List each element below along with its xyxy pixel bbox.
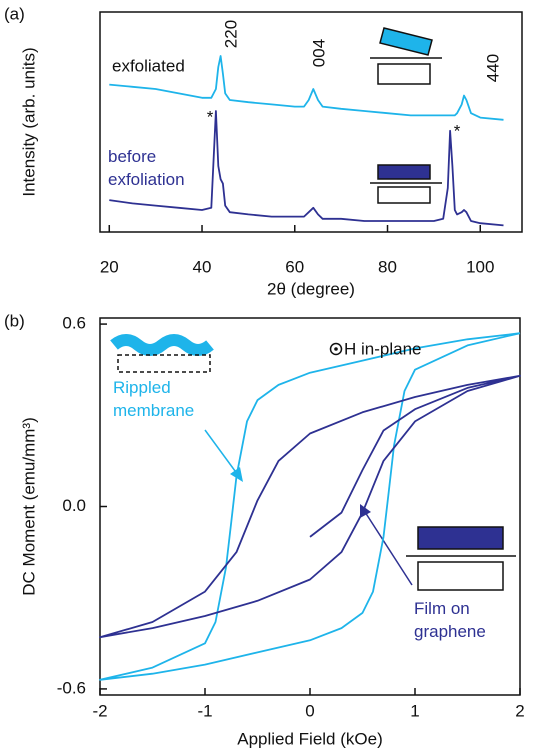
y-axis-title: Intensity (arb. units) xyxy=(19,47,38,196)
annotation: * xyxy=(454,121,461,140)
y-tick-label: 0.0 xyxy=(62,496,86,515)
data-line xyxy=(109,55,504,121)
inset-rippled xyxy=(110,334,214,373)
y-tick-label: 0.6 xyxy=(62,314,86,333)
x-tick-label: 100 xyxy=(466,257,494,276)
x-tick-label: 2 xyxy=(515,701,524,720)
x-tick-label: 60 xyxy=(285,257,304,276)
inset-film xyxy=(406,526,516,591)
panel-label: (b) xyxy=(4,311,25,330)
annotation: 440 xyxy=(483,54,502,82)
annotation: * xyxy=(207,107,214,126)
legend-label: exfoliated xyxy=(112,56,185,75)
y-axis-title: DC Moment (emu/mm³) xyxy=(19,417,38,596)
x-tick-label: 1 xyxy=(410,701,419,720)
x-axis-title: 2θ (degree) xyxy=(267,279,355,298)
panel-label: (a) xyxy=(4,4,25,23)
inset-before xyxy=(370,164,442,204)
x-tick-label: -2 xyxy=(92,701,107,720)
x-tick-label: 40 xyxy=(193,257,212,276)
annotation: H in-plane xyxy=(344,339,422,358)
legend-label: Film on graphene xyxy=(414,599,486,641)
legend-label: before exfoliation xyxy=(108,147,185,189)
x-tick-label: 20 xyxy=(100,257,119,276)
annotation: 004 xyxy=(309,39,328,67)
legend-label: Rippled membrane xyxy=(113,378,195,420)
x-axis-title: Applied Field (kOe) xyxy=(237,729,383,748)
data-line xyxy=(99,332,521,681)
x-tick-label: 0 xyxy=(305,701,314,720)
annotation: 220 xyxy=(221,20,240,48)
data-line xyxy=(99,374,521,639)
x-tick-label: 80 xyxy=(378,257,397,276)
x-tick-label: -1 xyxy=(197,701,212,720)
plot-frame xyxy=(99,11,523,233)
data-line xyxy=(109,110,504,227)
arrows xyxy=(204,429,413,586)
y-tick-label: -0.6 xyxy=(57,678,86,697)
inset-exfoliated xyxy=(370,27,442,85)
field-symbol xyxy=(329,342,343,356)
